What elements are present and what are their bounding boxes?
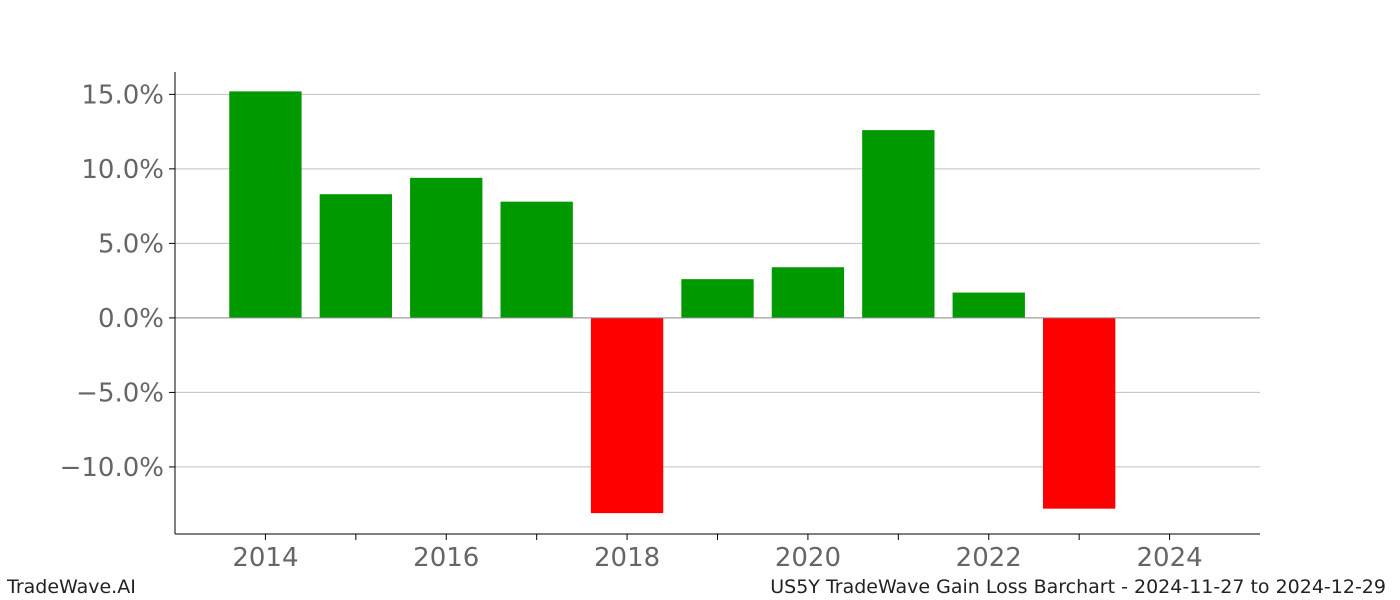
bar-2017: [500, 201, 573, 318]
bar-2022: [952, 292, 1025, 318]
x-tick-label-0: 2014: [232, 543, 298, 573]
bars: [229, 91, 1116, 514]
bar-2015: [319, 194, 392, 318]
chart-caption: US5Y TradeWave Gain Loss Barchart - 2024…: [770, 576, 1386, 598]
x-tick-label-1: 2016: [413, 543, 479, 573]
x-tick-label-5: 2024: [1136, 543, 1202, 573]
bar-2021: [862, 130, 935, 318]
bar-2023: [1043, 317, 1116, 509]
bar-2018: [590, 317, 664, 514]
bar-2016: [410, 177, 483, 318]
bar-2020: [771, 267, 845, 318]
y-tick-label-1: −5.0%: [76, 378, 164, 408]
y-tick-label-4: 10.0%: [81, 155, 164, 185]
x-axis-ticks: 2014 2016 2018 2020 2022 2024: [232, 534, 1203, 573]
y-tick-label-5: 15.0%: [81, 80, 164, 110]
y-axis-ticks: −10.0% −5.0% 0.0% 5.0% 10.0% 15.0%: [60, 80, 175, 483]
y-tick-label-3: 5.0%: [98, 229, 164, 259]
bar-2014: [229, 91, 302, 318]
bar-2019: [681, 279, 754, 318]
y-tick-label-2: 0.0%: [98, 304, 164, 334]
y-tick-label-0: −10.0%: [60, 453, 164, 483]
x-tick-label-2: 2018: [594, 543, 660, 573]
brand-label: TradeWave.AI: [7, 576, 136, 598]
x-tick-label-4: 2022: [956, 543, 1022, 573]
x-tick-label-3: 2020: [775, 543, 841, 573]
